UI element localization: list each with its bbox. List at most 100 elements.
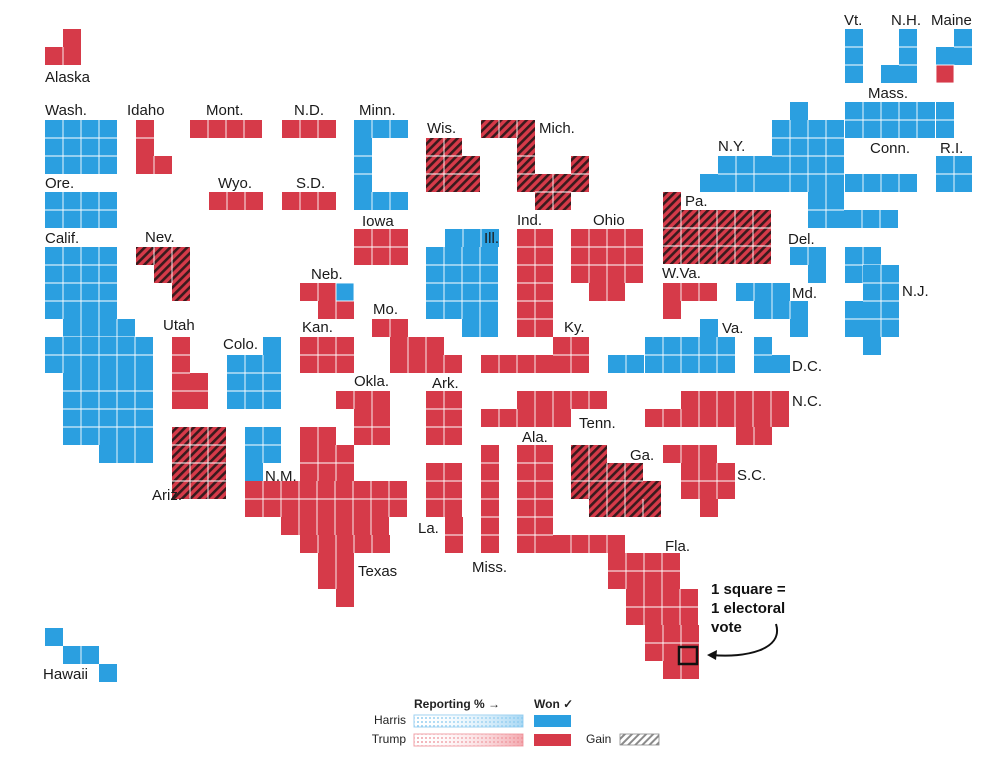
state-label: W.Va. [662,265,701,282]
state-block [844,210,898,228]
legend-harris-label: Harris [374,713,406,727]
state-label: Maine [931,12,972,29]
state-label: Miss. [472,559,507,576]
state-label: N.C. [792,393,822,410]
state-mich[interactable] [481,120,589,210]
state-mont[interactable] [190,120,262,138]
state-wash[interactable] [45,120,117,174]
state-block [481,409,571,427]
state-block [336,589,354,607]
state-block [354,192,408,210]
state-block [736,283,790,301]
state-label: Alaska [45,69,91,86]
state-idaho[interactable] [136,120,172,174]
legend-trump-label: Trump [372,732,407,746]
state-mass[interactable] [845,102,954,138]
state-label: N.J. [902,283,929,300]
state-n-h[interactable] [881,29,917,83]
state-alaska[interactable] [45,29,81,65]
state-block [300,535,390,553]
state-wis[interactable] [426,138,480,192]
state-block [845,29,863,83]
state-ind[interactable] [517,229,553,337]
state-del[interactable] [790,247,826,283]
state-ariz[interactable] [172,427,226,499]
state-utah[interactable] [172,337,208,409]
state-kan[interactable] [300,337,354,373]
state-okla[interactable] [336,391,390,445]
state-block [936,47,954,65]
state-block [99,445,153,463]
state-label: Wyo. [218,175,252,192]
state-n-j[interactable] [845,247,899,355]
state-block [227,355,281,409]
split-vote-square [935,64,955,84]
state-neb[interactable] [300,282,355,319]
annotation-arrow [711,623,779,657]
state-tenn[interactable] [481,391,607,427]
state-n-c[interactable] [645,391,789,445]
state-block [881,65,899,83]
state-texas[interactable] [245,427,407,607]
state-minn[interactable] [354,120,408,210]
state-md[interactable] [736,283,808,337]
annotation-line-1: 1 square = [711,581,786,598]
state-r-i[interactable] [936,156,972,192]
example-square [677,645,699,666]
state-nev[interactable] [136,247,190,301]
state-iowa[interactable] [354,229,408,265]
state-fla[interactable] [553,535,699,679]
state-label: Ore. [45,175,74,192]
state-block [517,138,535,192]
state-block [354,120,408,138]
state-conn[interactable] [845,174,917,192]
state-label: N.M. [265,468,297,485]
state-block [700,319,718,337]
state-hawaii[interactable] [45,628,117,682]
state-n-d[interactable] [282,120,336,138]
state-ark[interactable] [426,391,462,445]
state-pa[interactable] [663,192,771,264]
state-label: Fla. [665,538,690,555]
state-s-d[interactable] [282,192,336,210]
state-label: Nev. [145,229,175,246]
state-label: S.C. [737,467,766,484]
state-maine[interactable] [935,29,972,84]
state-label: Tenn. [579,415,616,432]
state-ore[interactable] [45,192,117,228]
state-d-c[interactable] [754,337,790,373]
state-colo[interactable] [227,337,281,409]
state-n-y[interactable] [700,102,898,228]
state-ohio[interactable] [571,229,643,301]
state-va[interactable] [608,319,735,373]
state-w-va[interactable] [663,283,717,319]
state-n-m[interactable] [245,427,281,481]
state-mo[interactable] [372,319,462,373]
state-calif[interactable] [45,247,153,463]
state-block [136,247,190,265]
state-vt[interactable] [845,29,863,83]
state-labels: Alaska Wash. Idaho Mont. N.D. Minn. Wis. Mich. V… [43,12,972,683]
state-squares [45,29,972,682]
state-block [336,391,390,409]
state-la[interactable] [426,463,463,553]
state-block [245,463,263,481]
state-ill[interactable] [426,229,499,337]
state-block [790,319,808,337]
legend-trump-reporting-gradient [414,734,523,746]
state-block [663,192,681,210]
state-label: Okla. [354,373,389,390]
state-label: Wis. [427,120,456,137]
state-wyo[interactable] [209,192,263,210]
state-miss[interactable] [481,445,499,553]
state-block [517,391,607,409]
state-label: Ind. [517,212,542,229]
state-ala[interactable] [517,445,553,553]
state-ky[interactable] [481,337,589,373]
state-block [172,283,190,301]
state-label: Ark. [432,375,459,392]
state-label: Ky. [564,319,585,336]
state-label: Pa. [685,193,708,210]
state-s-c[interactable] [663,445,735,517]
state-ga[interactable] [571,445,661,517]
